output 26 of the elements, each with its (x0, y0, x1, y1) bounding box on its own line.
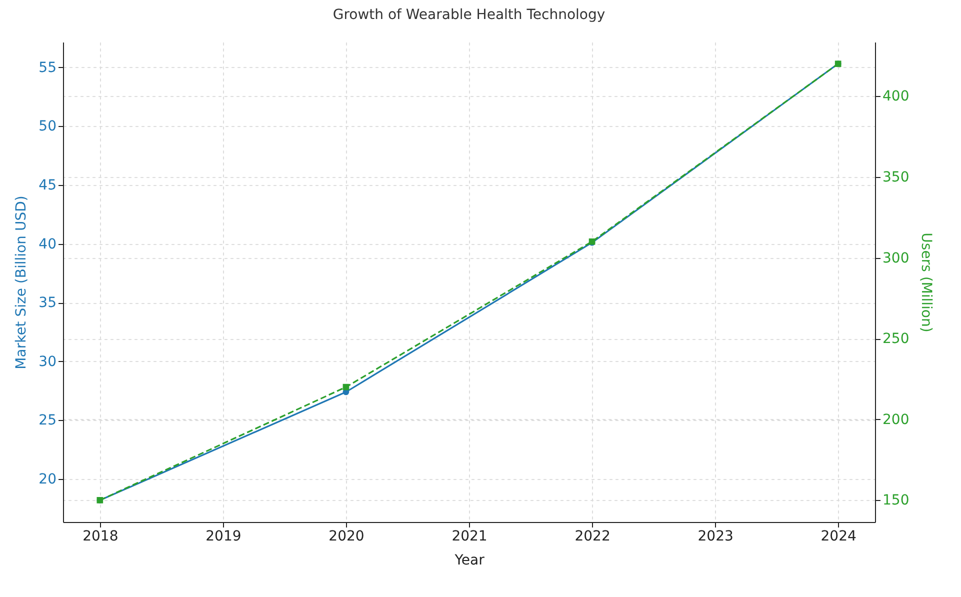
x-tick-label: 2024 (820, 528, 856, 544)
y2-tick-label: 350 (882, 169, 910, 186)
x-tick-label: 2020 (328, 528, 364, 544)
y2-tick-label: 250 (882, 331, 910, 348)
x-tick-label: 2021 (452, 528, 488, 544)
y2-tick-label: 150 (882, 492, 910, 509)
chart-title: Growth of Wearable Health Technology (332, 7, 606, 23)
y2-tick-label: 200 (882, 412, 910, 428)
y-tick-label: 30 (38, 354, 56, 370)
x-tick-label: 2018 (82, 528, 118, 544)
y-tick-label: 45 (38, 177, 56, 194)
x-tick-label: 2023 (698, 528, 734, 544)
y2-tick-label: 400 (882, 88, 910, 105)
y-tick-label: 20 (38, 472, 56, 488)
y-tick-label: 50 (38, 118, 56, 135)
x-tick-label: 2022 (574, 528, 610, 544)
x-tick-label: 2019 (206, 528, 242, 544)
y2-axis-title: Users (Million) (918, 232, 934, 332)
y-tick-label: 25 (38, 412, 56, 429)
y-tick-label: 35 (38, 295, 56, 312)
y2-tick-label: 300 (882, 250, 910, 266)
y-tick-label: 55 (38, 60, 56, 76)
y-tick-label: 40 (38, 236, 56, 252)
y-axis-title: Market Size (Billion USD) (14, 196, 30, 370)
point (342, 384, 350, 390)
x-axis-title: Year (454, 552, 485, 568)
